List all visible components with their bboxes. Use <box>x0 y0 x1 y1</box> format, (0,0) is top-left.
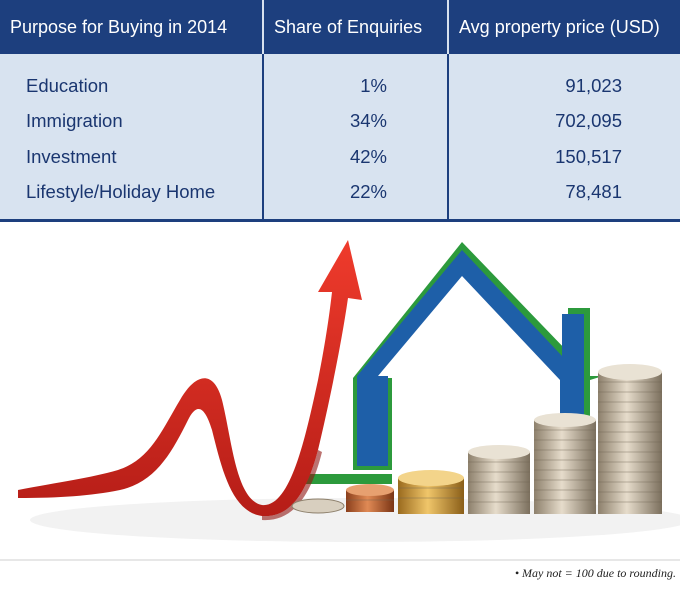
cell-purpose: Investment <box>0 139 264 175</box>
cell-purpose: Immigration <box>0 103 264 139</box>
cell-share: 34% <box>263 103 449 139</box>
footnote: • May not = 100 due to rounding. <box>514 566 676 580</box>
column-header-price: Avg property price (USD) <box>448 0 680 54</box>
table-bottom-border <box>0 219 680 222</box>
column-header-purpose: Purpose for Buying in 2014 <box>0 0 264 54</box>
cell-purpose: Education <box>0 54 264 104</box>
cell-price: 702,095 <box>448 103 680 139</box>
cell-share: 22% <box>263 174 449 220</box>
rising-arrow-icon <box>18 240 362 521</box>
cell-price: 91,023 <box>448 54 680 104</box>
column-header-share: Share of Enquiries <box>263 0 449 54</box>
table-row: Investment 42% 150,517 <box>0 139 680 175</box>
table-row: Immigration 34% 702,095 <box>0 103 680 139</box>
cell-share: 1% <box>263 54 449 104</box>
cell-share: 42% <box>263 139 449 175</box>
enquiries-table: Purpose for Buying in 2014 Share of Enqu… <box>0 0 680 222</box>
table-row: Lifestyle/Holiday Home 22% 78,481 <box>0 174 680 220</box>
data-table: Purpose for Buying in 2014 Share of Enqu… <box>0 0 680 220</box>
cell-purpose: Lifestyle/Holiday Home <box>0 174 264 220</box>
property-growth-illustration <box>0 240 680 561</box>
cell-price: 78,481 <box>448 174 680 220</box>
cell-price: 150,517 <box>448 139 680 175</box>
coin-stack-icon <box>291 364 662 514</box>
table-row: Education 1% 91,023 <box>0 54 680 104</box>
header-row: Purpose for Buying in 2014 Share of Enqu… <box>0 0 680 54</box>
